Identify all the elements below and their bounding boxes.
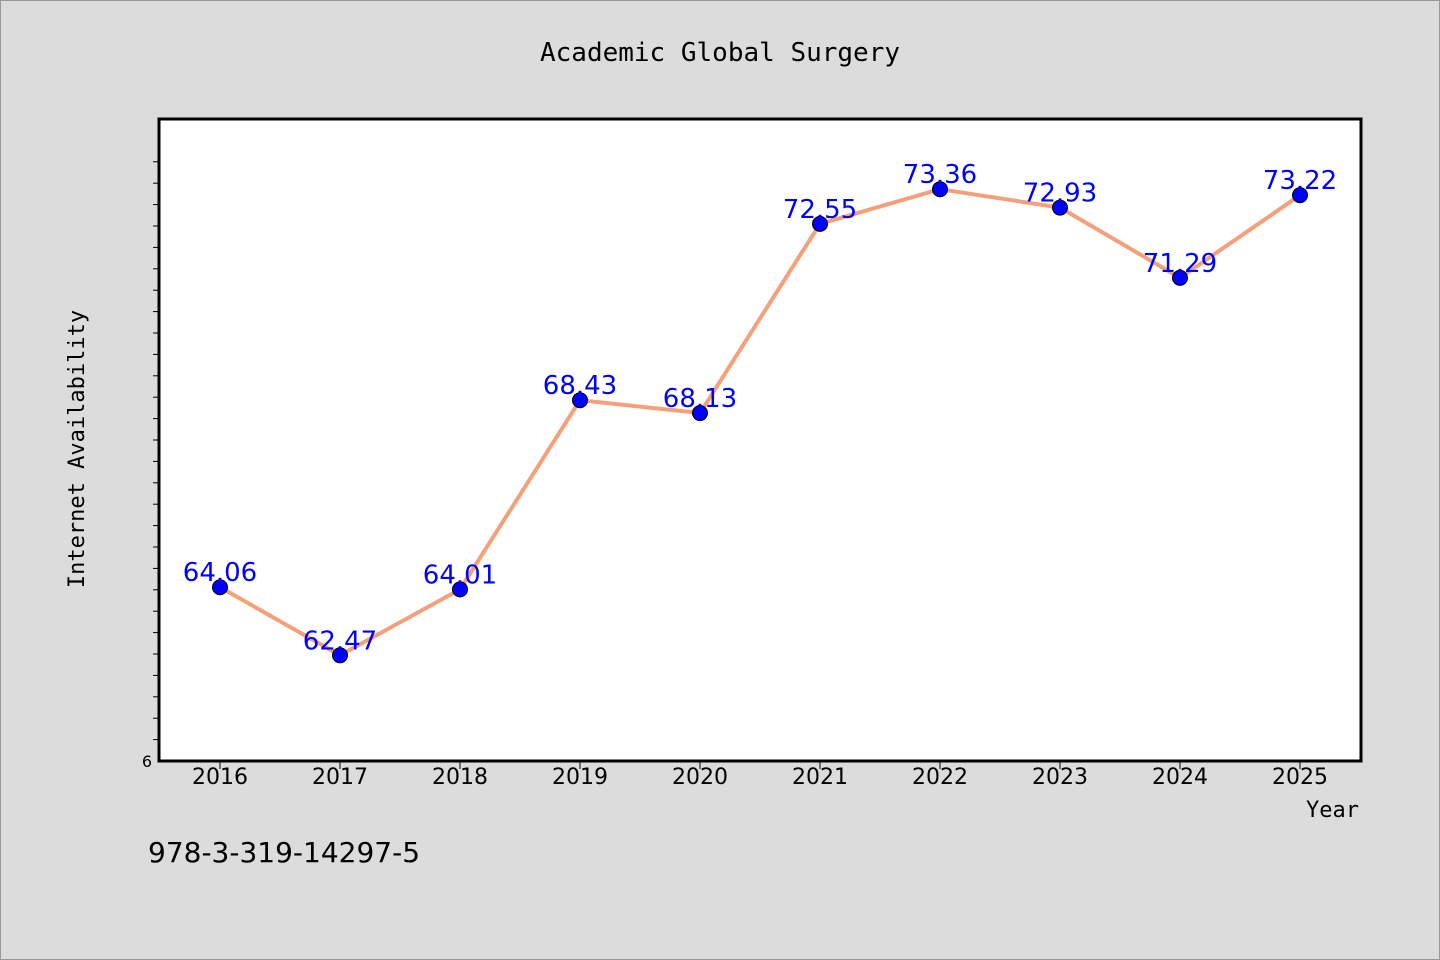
- isbn-text: 978-3-319-14297-5: [148, 836, 420, 869]
- data-label: 71.29: [1143, 249, 1217, 279]
- chart-title: Academic Global Surgery: [540, 38, 900, 68]
- data-label: 68.13: [663, 384, 737, 414]
- data-markers: [212, 181, 1308, 664]
- data-point: [812, 215, 828, 232]
- data-point: [932, 181, 948, 198]
- x-tick-label: 2023: [1032, 765, 1088, 790]
- data-point: [332, 647, 348, 664]
- x-tick-label: 2016: [192, 765, 248, 790]
- data-label: 73.36: [903, 160, 977, 190]
- x-tick-label: 2021: [792, 765, 848, 790]
- data-label: 64.06: [183, 558, 257, 588]
- x-tick-label: 2024: [1152, 765, 1208, 790]
- x-tick-label: 2017: [312, 765, 368, 790]
- y-axis-tick-labels: 6: [142, 752, 152, 771]
- data-point: [1172, 269, 1188, 286]
- x-tick-label: 2018: [432, 765, 488, 790]
- data-point: [452, 581, 468, 598]
- plot-area: [157, 117, 1363, 763]
- data-point: [212, 579, 228, 596]
- x-axis-label: Year: [1306, 798, 1359, 823]
- data-label: 73.22: [1263, 166, 1337, 196]
- data-point: [1052, 199, 1068, 216]
- y-axis-label: Internet Availability: [65, 310, 90, 588]
- data-label: 72.93: [1023, 179, 1097, 209]
- data-point: [1292, 187, 1308, 204]
- x-tick-label: 2025: [1272, 765, 1328, 790]
- y-tick-label: 6: [142, 752, 152, 771]
- y-axis-ticks: [153, 161, 159, 741]
- data-point: [572, 392, 588, 409]
- data-label: 72.55: [783, 195, 857, 225]
- data-point: [692, 405, 708, 422]
- x-axis-ticks: [219, 761, 1301, 769]
- data-labels: 64.06 62.47 64.01 68.43 68.13 72.55 73.36 72.93…: [183, 160, 1337, 656]
- data-label: 64.01: [423, 560, 497, 590]
- x-tick-label: 2019: [552, 765, 608, 790]
- data-label: 68.43: [543, 371, 617, 401]
- series-line: [218, 187, 1302, 658]
- data-label: 62.47: [303, 626, 377, 656]
- x-tick-label: 2022: [912, 765, 968, 790]
- x-axis-tick-labels: 2016 2017 2018 2019 2020 2021 2022 2023 2024 2025: [192, 765, 1328, 790]
- x-tick-label: 2020: [672, 765, 728, 790]
